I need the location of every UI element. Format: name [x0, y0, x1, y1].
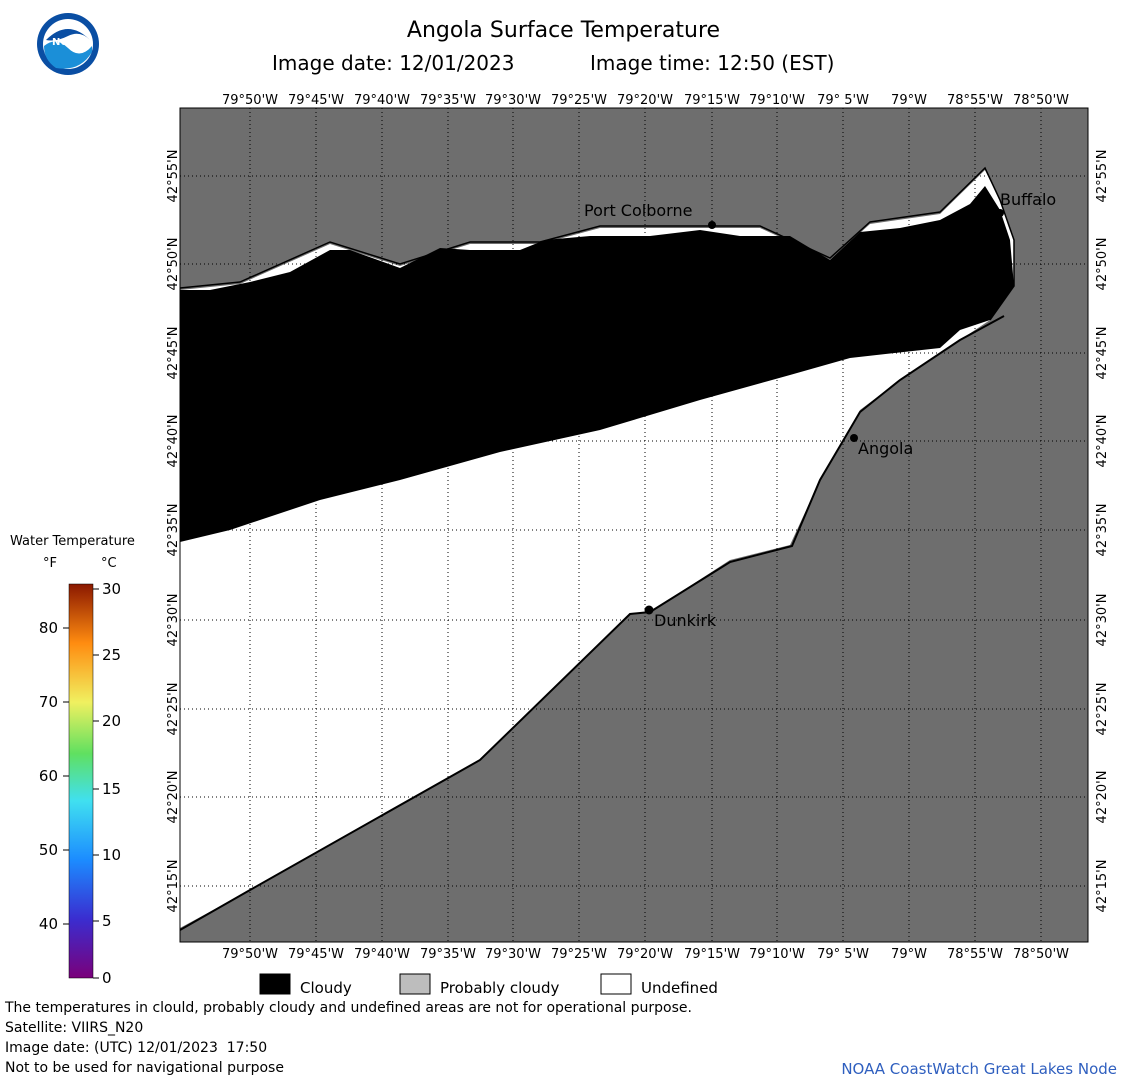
lon-label-top: 79°10'W: [749, 93, 805, 108]
colorbar-title: Water Temperature: [10, 534, 135, 549]
map-frame: [179, 107, 1089, 943]
image-time-label: Image time: 12:50 (EST): [590, 51, 835, 75]
legend-label-undefined: Undefined: [641, 979, 718, 997]
colorbar: [68, 583, 94, 979]
lon-label-bottom: 79°20'W: [617, 947, 673, 962]
legend-label-cloudy: Cloudy: [300, 979, 352, 997]
colorbar-unit-f: °F: [43, 556, 57, 571]
colorbar-c-label: 30: [102, 580, 121, 598]
lat-label-right: 42°15'N: [1095, 860, 1110, 913]
lon-label-bottom: 79°45'W: [288, 947, 344, 962]
lon-label-top: 79°50'W: [222, 93, 278, 108]
lon-label-bottom: 79°40'W: [354, 947, 410, 962]
colorbar-c-label: 10: [102, 846, 121, 864]
buffalo-label: Buffalo: [1000, 190, 1056, 209]
lon-label-bottom: 79°10'W: [749, 947, 805, 962]
colorbar-c-label: 25: [102, 646, 121, 664]
lat-label-right: 42°50'N: [1095, 238, 1110, 291]
lon-label-top: 79°35'W: [420, 93, 476, 108]
legend-swatch-cloudy: [259, 973, 291, 995]
colorbar-f-label: 60: [39, 767, 58, 785]
lat-label-right: 42°35'N: [1095, 504, 1110, 557]
lon-label-top: 79°20'W: [617, 93, 673, 108]
footer-nav-note: Not to be used for navigational purpose: [5, 1060, 284, 1076]
lon-label-bottom: 79°35'W: [420, 947, 476, 962]
lon-label-bottom: 79° 5'W: [817, 947, 869, 962]
lon-label-top: 78°55'W: [947, 93, 1003, 108]
lat-label-left: 42°15'N: [166, 860, 181, 913]
lat-label-left: 42°25'N: [166, 683, 181, 736]
colorbar-f-label: 70: [39, 693, 58, 711]
colorbar-c-label: 15: [102, 780, 121, 798]
port-colborne-label: Port Colborne: [584, 201, 692, 220]
lat-label-left: 42°30'N: [166, 594, 181, 647]
north-shoreline: [180, 166, 1015, 321]
lat-label-left: 42°20'N: [166, 771, 181, 824]
graticule: [180, 108, 1088, 942]
port-colborne-marker: [708, 221, 716, 229]
colorbar-f-label: 80: [39, 619, 58, 637]
lon-label-bottom: 79°30'W: [485, 947, 541, 962]
colorbar-f-label: 50: [39, 841, 58, 859]
noaa-logo: NOAA: [37, 13, 99, 75]
footer-credit: NOAA CoastWatch Great Lakes Node: [841, 1060, 1117, 1078]
lon-label-bottom: 78°50'W: [1013, 947, 1069, 962]
colorbar-c-label: 5: [102, 912, 112, 930]
latitude-labels-right: 42°55'N 42°50'N 42°45'N 42°40'N 42°35'N 42°30…: [1095, 150, 1110, 913]
lon-label-top: 79°W: [891, 93, 927, 108]
lon-label-bottom: 79°15'W: [684, 947, 740, 962]
legend-swatch-undefined: [600, 973, 632, 995]
lon-label-top: 79°45'W: [288, 93, 344, 108]
lon-label-top: 79°25'W: [551, 93, 607, 108]
legend-swatch-probably-cloudy: [399, 973, 431, 995]
angola-label: Angola: [858, 439, 913, 458]
lat-label-right: 42°45'N: [1095, 327, 1110, 380]
lon-label-top: 79° 5'W: [817, 93, 869, 108]
buffalo-marker: [996, 209, 1004, 217]
lon-label-top: 79°40'W: [354, 93, 410, 108]
lat-label-left: 42°45'N: [166, 327, 181, 380]
dunkirk-label: Dunkirk: [654, 611, 717, 630]
longitude-labels-bottom: 79°50'W 79°45'W 79°40'W 79°35'W 79°30'W 79°25…: [222, 947, 1069, 962]
lon-label-top: 78°50'W: [1013, 93, 1069, 108]
lat-label-left: 42°50'N: [166, 238, 181, 291]
lat-label-left: 42°55'N: [166, 150, 181, 203]
colorbar-f-label: 40: [39, 915, 58, 933]
lon-label-top: 79°15'W: [684, 93, 740, 108]
south-shoreline: [180, 315, 1005, 931]
footer-satellite: Satellite: VIIRS_N20: [5, 1020, 144, 1036]
lon-label-bottom: 79°50'W: [222, 947, 278, 962]
colorbar-unit-c: °C: [101, 556, 117, 571]
lat-label-left: 42°40'N: [166, 415, 181, 468]
lat-label-right: 42°20'N: [1095, 771, 1110, 824]
image-date-label: Image date: 12/01/2023: [272, 51, 515, 75]
lat-label-left: 42°35'N: [166, 504, 181, 557]
lat-label-right: 42°40'N: [1095, 415, 1110, 468]
footer-note: The temperatures in clould, probably clo…: [5, 1000, 692, 1016]
lat-label-right: 42°55'N: [1095, 150, 1110, 203]
lon-label-bottom: 79°25'W: [551, 947, 607, 962]
lon-label-bottom: 79°W: [891, 947, 927, 962]
lat-label-right: 42°30'N: [1095, 594, 1110, 647]
lat-label-right: 42°25'N: [1095, 683, 1110, 736]
page-title: Angola Surface Temperature: [406, 18, 721, 43]
logo-text: NOAA: [52, 37, 84, 48]
dunkirk-marker: [644, 605, 654, 615]
cloudy-area: [180, 186, 1014, 542]
legend-label-probably-cloudy: Probably cloudy: [440, 979, 559, 997]
lon-label-top: 79°30'W: [485, 93, 541, 108]
angola-marker: [850, 434, 858, 442]
latitude-labels-left: 42°55'N 42°50'N 42°45'N 42°40'N 42°35'N 42°30…: [166, 150, 181, 913]
longitude-labels-top: 79°50'W 79°45'W 79°40'W 79°35'W 79°30'W 79°25…: [222, 93, 1069, 108]
footer-utc-date: Image date: (UTC) 12/01/2023 17:50: [5, 1040, 268, 1056]
lon-label-bottom: 78°55'W: [947, 947, 1003, 962]
colorbar-c-label: 20: [102, 712, 121, 730]
colorbar-c-label: 0: [102, 969, 112, 987]
